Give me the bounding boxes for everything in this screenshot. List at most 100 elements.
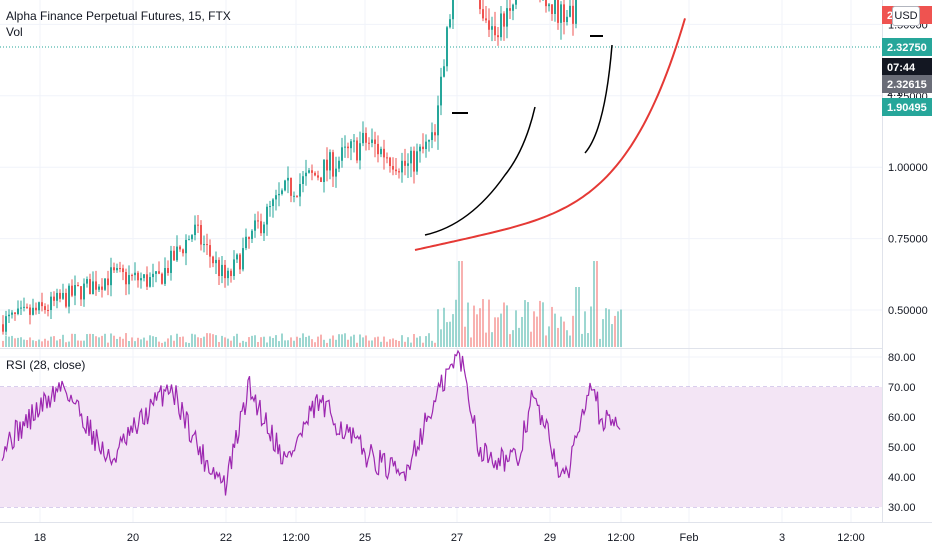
volume-bar: [83, 340, 85, 347]
volume-bar: [575, 287, 577, 347]
target-price-tag-text: 1.90495: [887, 102, 927, 114]
volume-bar: [254, 335, 256, 347]
volume-bar: [359, 334, 361, 347]
candle-body: [362, 132, 364, 144]
volume-bar: [521, 316, 523, 347]
rsi-scale[interactable]: 30.00 40.00 50.00 60.00 70.00 80.00: [888, 352, 916, 514]
volume-bar: [383, 336, 385, 347]
candle-body: [185, 239, 187, 254]
candle-body: [287, 177, 289, 181]
volume-bar: [473, 305, 475, 347]
volume-bar: [581, 333, 583, 347]
volume-bar: [167, 338, 169, 347]
volume-bar: [113, 335, 115, 347]
volume-bar: [86, 334, 88, 347]
volume-bar: [278, 341, 280, 347]
candle-body: [239, 254, 241, 270]
candle-body: [89, 279, 91, 295]
candle-body: [422, 146, 424, 150]
target-price-tag: 1.90495: [882, 98, 932, 116]
volume-bar: [470, 337, 472, 347]
rsi-tick-label: 50.00: [888, 442, 916, 454]
volume-bar: [128, 341, 130, 347]
candle-body: [380, 148, 382, 155]
time-tick-label: 12:00: [282, 532, 310, 544]
volume-bar: [407, 337, 409, 347]
volume-bar: [182, 336, 184, 347]
volume-bar: [566, 330, 568, 347]
time-scale[interactable]: 18 20 22 12:00 25 27 29 12:00 Feb 3 12:00: [34, 532, 865, 544]
currency-button[interactable]: USD: [892, 6, 920, 26]
candle-body: [215, 259, 217, 264]
candle-body: [176, 246, 178, 261]
volume-bar: [491, 332, 493, 347]
candle-body: [314, 172, 316, 176]
volume-bar: [554, 313, 556, 347]
volume-bar: [206, 333, 208, 347]
volume-bar: [188, 342, 190, 347]
volume-bar: [56, 340, 58, 347]
candle-body: [344, 146, 346, 148]
volume-bar: [326, 342, 328, 347]
last-price-tag-text: 2.32750: [887, 42, 927, 54]
candle-body: [368, 142, 370, 144]
volume-bar: [149, 335, 151, 347]
candle-body: [557, 0, 559, 23]
rsi-path: [1, 349, 621, 496]
volume-bar: [266, 342, 268, 347]
candle-body: [425, 141, 427, 150]
candle-body: [500, 13, 502, 38]
volume-bar: [320, 334, 322, 347]
candle-body: [83, 283, 85, 300]
candle-body: [545, 0, 547, 7]
candle-body: [116, 268, 118, 271]
volume-bar: [245, 341, 247, 347]
rsi-line: [1, 349, 621, 496]
volume-bar: [179, 336, 181, 347]
volume-bar: [38, 339, 40, 347]
candle-body: [329, 152, 331, 171]
candle-body: [512, 4, 514, 11]
volume-bar: [341, 334, 343, 347]
countdown-tag-text: 07:44: [887, 62, 916, 74]
volume-bar: [608, 309, 610, 347]
candle-body: [401, 160, 403, 173]
volume-bar: [152, 336, 154, 347]
volume-bar: [413, 334, 415, 347]
position-zones[interactable]: [0, 0, 882, 48]
volume-bar: [164, 341, 166, 347]
volume-bar: [197, 337, 199, 347]
volume-bar: [131, 337, 133, 347]
candle-body: [272, 199, 274, 207]
volume-bar: [482, 299, 484, 347]
volume-bar: [596, 261, 598, 347]
volume-bar: [44, 338, 46, 347]
candle-body: [320, 177, 322, 183]
candle-body: [404, 160, 406, 166]
volume-bar: [410, 342, 412, 347]
volume-bar: [62, 334, 64, 347]
countdown-tag: 07:44: [882, 58, 932, 76]
candle-body: [254, 220, 256, 231]
drawing-overlays[interactable]: [414, 0, 686, 251]
candle-body: [296, 195, 298, 197]
volume-bar: [200, 338, 202, 347]
volume-bar: [143, 337, 145, 347]
volume-bar: [560, 316, 562, 347]
candle-body: [446, 27, 448, 67]
volume-bar: [35, 341, 37, 347]
candle-body: [248, 236, 250, 240]
candle-body: [278, 193, 280, 196]
candle-body: [386, 157, 388, 159]
candle-body: [443, 66, 445, 77]
candle-body: [20, 307, 22, 309]
volume-bar: [479, 308, 481, 347]
candle-body: [548, 4, 550, 7]
volume-bar: [392, 338, 394, 347]
volume-bar: [353, 334, 355, 347]
candle-body: [122, 268, 124, 273]
candle-body: [263, 224, 265, 234]
candle-body: [224, 264, 226, 279]
cursor-price-tag: 2.32615: [882, 75, 932, 93]
